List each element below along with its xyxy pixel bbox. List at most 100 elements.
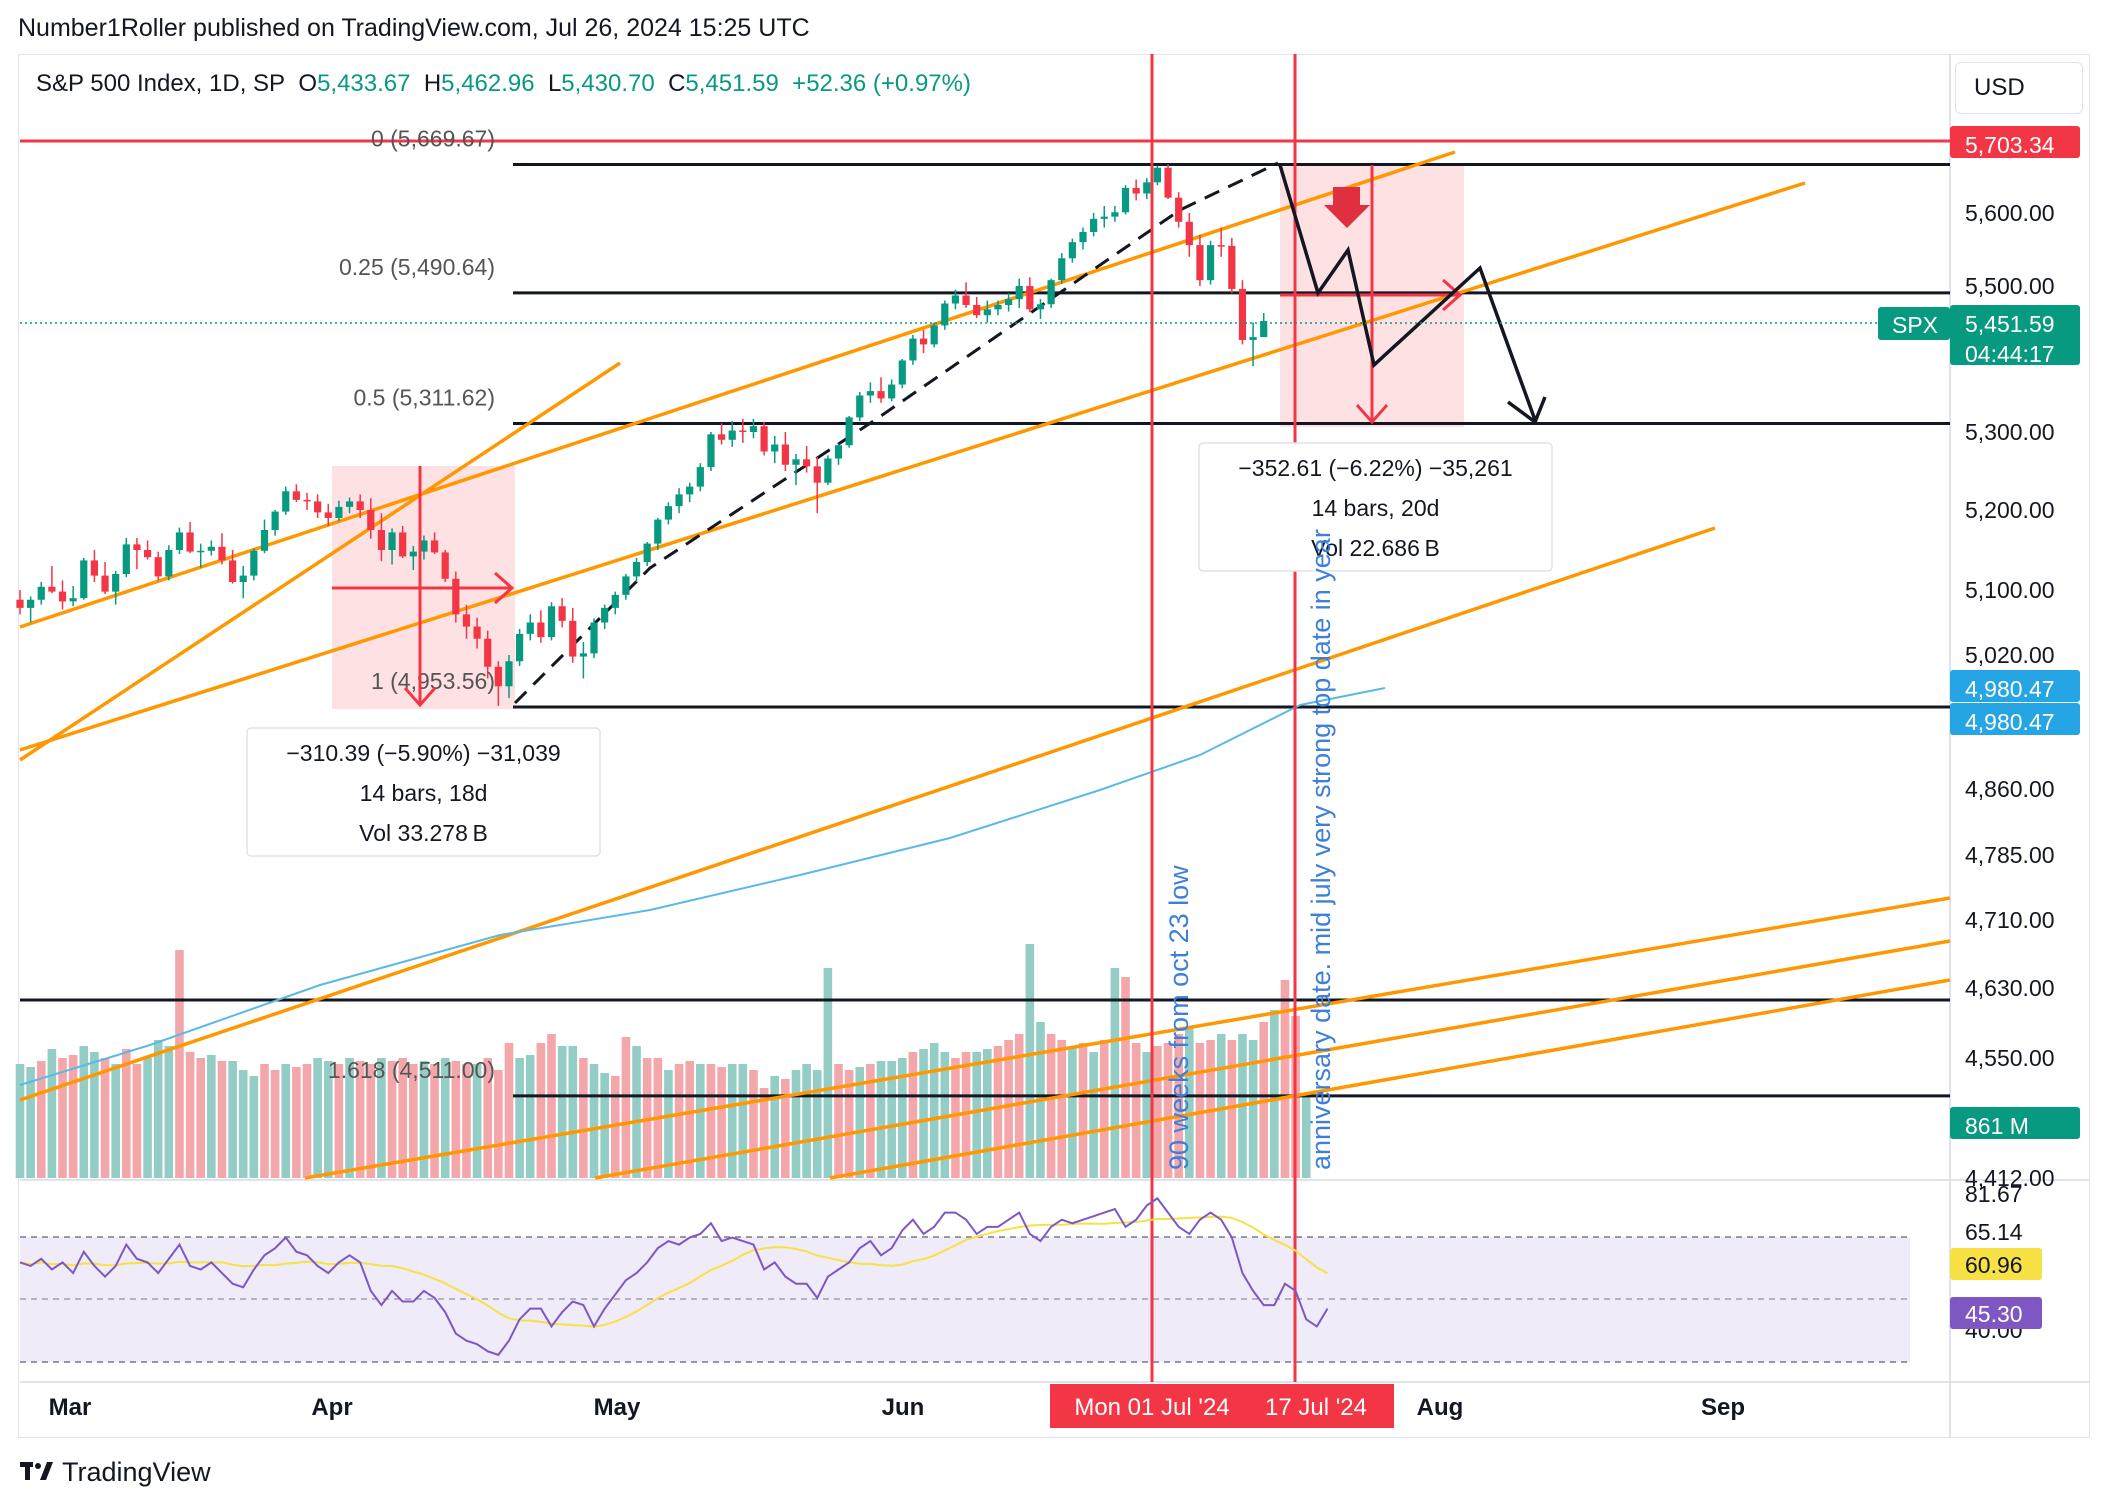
orange-trendline <box>19 526 1716 1102</box>
price-axis-tick: 4,630.00 <box>1965 975 2055 1001</box>
candle-body <box>58 591 67 602</box>
volume-bar <box>919 1049 928 1178</box>
candle-body <box>377 530 386 550</box>
volume-bar <box>706 1064 716 1178</box>
price-tag-resistance: 5,703.34 <box>1950 126 2080 158</box>
candle-body <box>430 540 439 553</box>
price-axis-tick: 4,412.00 <box>1965 1165 2055 1191</box>
rsi-axis-tick: 65.14 <box>1965 1219 2023 1245</box>
rsi-ma-tag-bg <box>1950 1248 2042 1280</box>
rsi-ma-tag-text: 60.96 <box>1965 1252 2023 1278</box>
candle-body <box>1004 299 1013 305</box>
candle-body <box>1238 288 1247 341</box>
date-range-highlight <box>1050 1384 1394 1428</box>
dashed-path-line <box>513 161 1279 705</box>
volume-bar <box>164 1046 174 1178</box>
candle-body <box>771 444 779 452</box>
candle-body <box>919 338 928 345</box>
candle-body <box>165 550 173 577</box>
symbol-tag-text: SPX <box>1892 312 1938 338</box>
candle-body <box>420 540 428 552</box>
volume-bar <box>536 1043 546 1178</box>
candle-body <box>516 633 524 662</box>
volume-bar <box>993 1046 1003 1178</box>
measure-arrowhead <box>403 687 437 708</box>
orange-trendline <box>594 939 1951 1180</box>
volume-bar <box>68 1055 78 1178</box>
volume-bar <box>111 1064 120 1178</box>
volume-bar <box>1280 980 1290 1178</box>
volume-bar <box>1216 1034 1226 1178</box>
volume-bar <box>175 950 184 1178</box>
candle-body <box>941 303 949 326</box>
candle-body <box>1132 187 1140 194</box>
price-axis-tick: 4,785.00 <box>1965 842 2055 868</box>
orange-trendline <box>19 361 621 762</box>
volume-bar <box>122 1049 131 1178</box>
candle-body <box>590 622 598 654</box>
measure-bars-text: 14 bars, 20d <box>1312 495 1440 521</box>
volume-bar <box>26 1067 35 1178</box>
volume-bar <box>887 1061 896 1178</box>
volume-bar <box>292 1067 301 1178</box>
volume-bar <box>770 1076 780 1178</box>
symbol-name[interactable]: S&P 500 Index, 1D, SP <box>36 70 286 97</box>
down-arrow-marker <box>1324 187 1370 228</box>
price-axis-tick: 5,200.00 <box>1965 497 2055 523</box>
change-value: +52.36 (+0.97%) <box>792 70 971 97</box>
date-label-jul-01: Mon 01 Jul '24 <box>1074 1394 1229 1421</box>
price-axis-tick: 5,020.00 <box>1965 642 2055 668</box>
candle-body <box>133 544 141 550</box>
tradingview-logo[interactable]: TradingView <box>20 1455 211 1490</box>
candle-body <box>537 622 545 638</box>
volume-bar <box>557 1046 567 1178</box>
candle-body <box>1228 245 1236 289</box>
price-tag-ma-1-text: 4,980.47 <box>1965 676 2055 702</box>
volume-bar <box>674 1064 684 1178</box>
candle-body <box>112 574 120 592</box>
volume-bar <box>1163 1043 1173 1178</box>
close-label: C <box>668 70 686 97</box>
candle-body <box>654 519 662 544</box>
candle-body <box>27 599 35 608</box>
chart-frame[interactable] <box>18 54 2090 1438</box>
candle-body <box>1153 167 1162 183</box>
volume-bar <box>1195 1043 1205 1178</box>
volume-bar <box>79 1046 89 1178</box>
candle-body <box>834 445 843 459</box>
orange-trendline <box>304 896 1951 1180</box>
volume-bar <box>1046 1034 1056 1178</box>
price-tag-volume-text: 861 M <box>1965 1113 2029 1139</box>
volume-bar <box>749 1070 758 1178</box>
price-tag-last-bg <box>1950 305 2080 365</box>
candle-body <box>1121 187 1130 213</box>
candle-body <box>494 666 502 687</box>
candle-body <box>994 304 1002 310</box>
candle-body <box>866 391 874 396</box>
volume-bar <box>1014 1034 1024 1178</box>
volume-bar <box>196 1058 206 1178</box>
volume-bar <box>132 1064 142 1178</box>
candle-body <box>888 384 896 399</box>
volume-bar <box>1153 1046 1162 1178</box>
candle-body <box>1260 321 1268 338</box>
price-tag-ma-2: 4,980.47 <box>1950 703 2080 735</box>
low-value: 5,430.70 <box>561 70 655 97</box>
measure-arrowhead <box>1442 278 1463 312</box>
price-tag-volume-bg <box>1950 1107 2080 1139</box>
currency-button[interactable]: USD <box>1955 62 2083 114</box>
volume-bar <box>1089 1052 1098 1178</box>
volume-bar <box>366 1064 376 1178</box>
candle-body <box>558 606 566 621</box>
volume-bar <box>217 1061 227 1178</box>
candle-body <box>197 550 205 553</box>
measure-volume-text: Vol 22.686 B <box>1311 535 1440 561</box>
annotation-90-weeks: 90 weeks from oct 23 low <box>1164 865 1194 1170</box>
volume-bar <box>876 1061 886 1178</box>
candle-body <box>409 551 417 557</box>
candle-body <box>282 491 290 512</box>
volume-bar <box>451 1061 461 1178</box>
volume-bar <box>866 1064 875 1178</box>
candles-layer <box>16 54 1297 1382</box>
